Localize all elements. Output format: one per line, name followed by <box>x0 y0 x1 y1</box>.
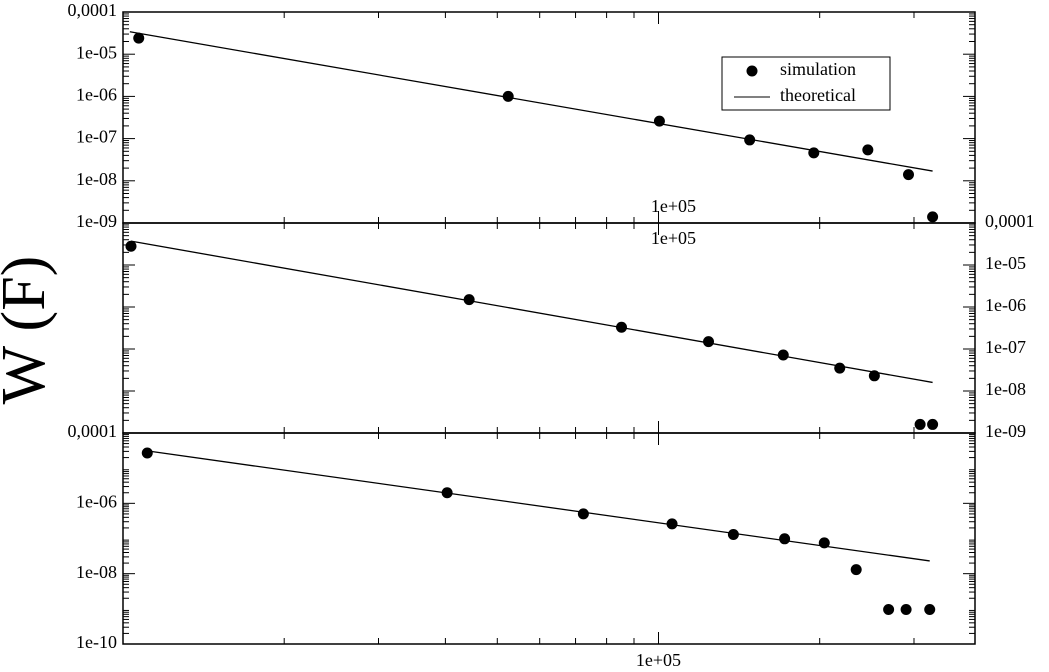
y-tick-label: 1e-07 <box>76 127 117 147</box>
data-point <box>703 336 715 348</box>
x-tick-label: 1e+05 <box>651 196 696 216</box>
data-point <box>914 418 926 430</box>
legend-box <box>721 56 891 111</box>
data-point <box>927 418 939 430</box>
data-point <box>808 147 820 159</box>
legend-label: simulation <box>780 59 856 79</box>
y-tick-label: 1e-07 <box>985 337 1026 357</box>
data-point <box>727 528 739 540</box>
data-point <box>125 240 137 252</box>
data-point <box>902 169 914 181</box>
y-tick-label: 1e-08 <box>985 379 1026 399</box>
y-tick-label: 0,0001 <box>68 0 118 20</box>
data-point <box>927 211 939 223</box>
y-tick-label: 1e-05 <box>76 42 117 62</box>
data-point <box>777 349 789 361</box>
y-tick-label: 1e-09 <box>76 211 117 231</box>
data-point <box>900 603 912 615</box>
legend-marker <box>746 65 758 77</box>
theory-line <box>130 240 933 384</box>
data-point <box>862 144 874 156</box>
y-axis-label: W (F) <box>0 256 58 405</box>
y-tick-label: 1e-08 <box>76 562 117 582</box>
y-tick-label: 1e-06 <box>985 295 1026 315</box>
data-point <box>463 294 475 306</box>
plot-frame <box>122 222 976 434</box>
data-point <box>502 90 514 102</box>
data-point <box>779 533 791 545</box>
y-tick-label: 1e-09 <box>985 421 1026 441</box>
plot-frame <box>122 432 976 645</box>
theory-line <box>147 450 930 562</box>
y-tick-label: 0,0001 <box>68 421 118 441</box>
data-point <box>141 447 153 459</box>
x-tick-label: 1e+05 <box>651 228 696 248</box>
data-point <box>850 564 862 576</box>
y-tick-label: 1e-10 <box>76 632 117 652</box>
y-tick-label: 1e-08 <box>76 169 117 189</box>
data-point <box>883 603 895 615</box>
data-point <box>133 32 145 44</box>
y-tick-label: 0,0001 <box>985 211 1035 231</box>
plot-frame <box>122 11 976 224</box>
data-point <box>924 603 936 615</box>
data-point <box>577 508 589 520</box>
y-tick-label: 1e-05 <box>985 253 1026 273</box>
y-tick-label: 1e-06 <box>76 85 117 105</box>
y-tick-label: 1e-06 <box>76 491 117 511</box>
legend-label: theoretical <box>780 85 856 105</box>
data-point <box>834 362 846 374</box>
x-tick-label: 1e+05 <box>636 650 681 670</box>
data-point <box>666 518 678 530</box>
theory-line <box>129 31 933 172</box>
